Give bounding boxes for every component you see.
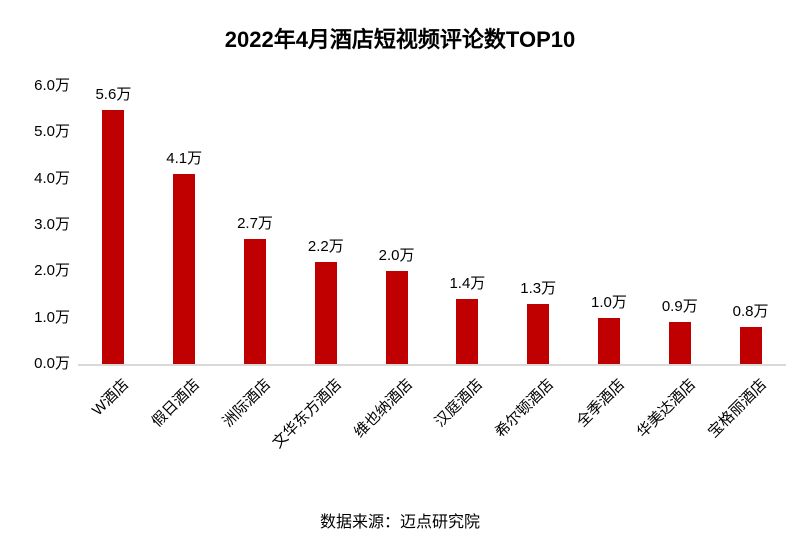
category-label: W酒店 (89, 376, 133, 420)
bar-value-label: 2.0万 (378, 247, 415, 265)
bar-slot: 1.0万 (574, 86, 645, 364)
bar-slot: 0.9万 (644, 86, 715, 364)
bar-slot: 0.8万 (715, 86, 786, 364)
bar (597, 317, 620, 364)
bar-value-label: 1.4万 (449, 275, 486, 293)
y-tick-label: 2.0万 (34, 262, 70, 280)
y-axis: 0.0万 1.0万 2.0万 3.0万 4.0万 5.0万 6.0万 (10, 77, 70, 372)
x-axis: W酒店 假日酒店 洲际酒店 文华东方酒店 维也纳酒店 汉庭酒店 希尔顿酒店 全季酒店 华美达酒店… (78, 366, 786, 482)
chart-title: 2022年4月酒店短视频评论数TOP10 (224, 27, 576, 52)
x-axis-slot: 全季酒店 (574, 366, 645, 482)
category-label: 希尔顿酒店 (492, 376, 558, 442)
plot-area: 5.6万 4.1万 2.7万 2.2万 2.0万 1.4万 1.3万 1.0万 0.9万 0.8万 (78, 86, 786, 366)
bar-slot: 2.7万 (220, 86, 291, 364)
bar-value-label: 1.0万 (591, 293, 627, 311)
bar-slot: 1.3万 (503, 86, 574, 364)
category-label: 假日酒店 (148, 376, 204, 431)
category-label: 汉庭酒店 (431, 376, 487, 431)
bar (173, 174, 196, 364)
bar-slot: 4.1万 (149, 86, 220, 364)
bar-slot: 1.4万 (432, 86, 503, 364)
x-axis-slot: W酒店 (78, 366, 149, 482)
bar (456, 299, 479, 364)
bar-slot: 2.0万 (361, 86, 432, 364)
x-axis-slot: 宝格丽酒店 (705, 366, 786, 482)
bar (527, 303, 550, 364)
x-axis-slot: 维也纳酒店 (351, 366, 432, 482)
category-label: 维也纳酒店 (350, 376, 416, 442)
bar-value-label: 0.8万 (732, 302, 769, 320)
bar (102, 110, 125, 364)
y-tick-label: 1.0万 (34, 308, 70, 326)
x-axis-slot: 洲际酒店 (220, 366, 291, 482)
category-label: 洲际酒店 (219, 376, 275, 431)
category-label: 宝格丽酒店 (704, 376, 770, 442)
bar-value-label: 5.6万 (95, 86, 132, 103)
bar (668, 322, 691, 364)
y-tick-label: 4.0万 (34, 169, 70, 187)
bar-value-label: 2.2万 (307, 238, 344, 256)
bar (314, 262, 337, 364)
y-tick-label: 5.0万 (34, 123, 70, 141)
category-label: 全季酒店 (573, 376, 629, 431)
y-tick-label: 6.0万 (34, 77, 70, 94)
bar-slot: 5.6万 (78, 86, 149, 364)
bar (739, 326, 762, 364)
bar-value-label: 2.7万 (237, 214, 273, 232)
bar-slot: 2.2万 (290, 86, 361, 364)
x-axis-slot: 希尔顿酒店 (492, 366, 574, 482)
bar-value-label: 0.9万 (661, 298, 698, 316)
x-axis-slot: 华美达酒店 (634, 366, 715, 482)
bar-value-label: 1.3万 (520, 279, 557, 297)
x-axis-slot: 假日酒店 (149, 366, 220, 482)
x-axis-slot: 文华东方酒店 (269, 366, 361, 482)
y-tick-label: 0.0万 (34, 355, 70, 372)
category-label: 华美达酒店 (633, 376, 699, 442)
data-source-note: 数据来源：迈点研究院 (319, 514, 480, 531)
y-tick-label: 3.0万 (34, 216, 70, 233)
bar (385, 271, 408, 364)
bar (243, 238, 266, 364)
x-axis-slot: 汉庭酒店 (432, 366, 503, 482)
bar-value-label: 4.1万 (166, 150, 203, 168)
